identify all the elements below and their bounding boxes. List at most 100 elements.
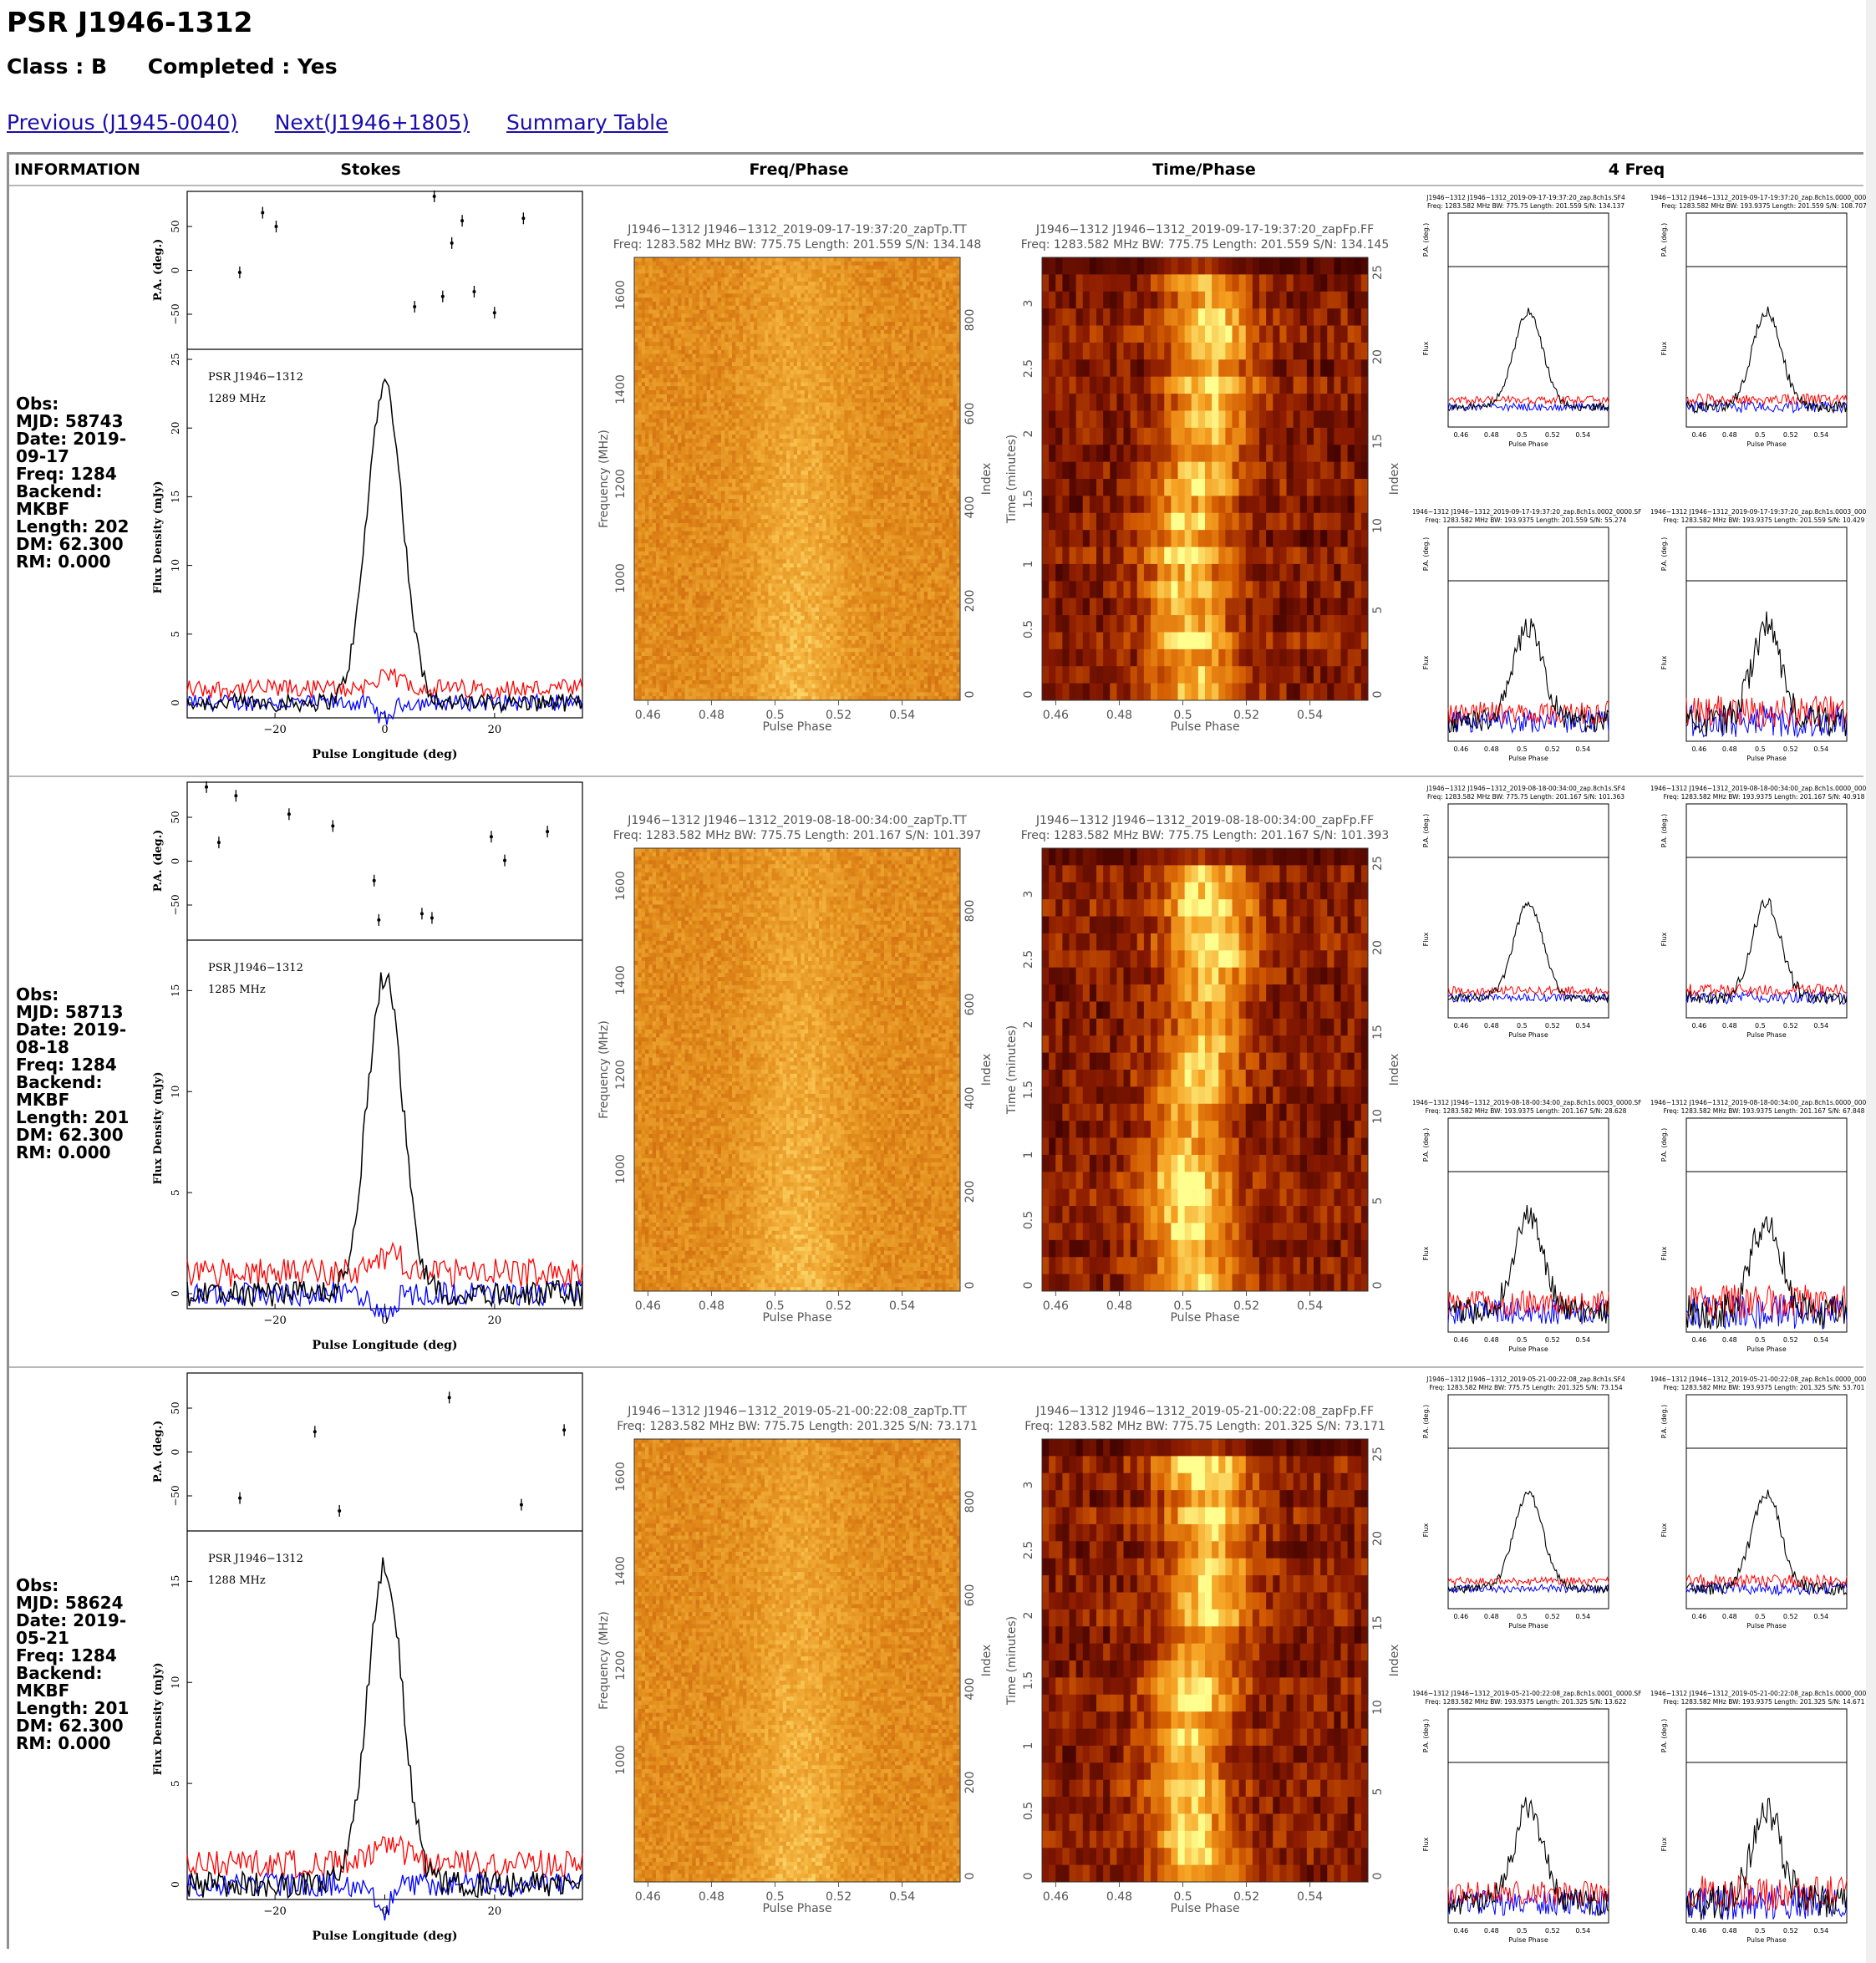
index-axis-label: Index — [980, 1645, 994, 1677]
index-tick-label: 800 — [963, 309, 977, 332]
stokes-psr-label: PSR J1946−1312 — [208, 371, 303, 384]
pa-point — [261, 211, 265, 215]
pa-tick-label: 0 — [170, 267, 181, 274]
pa-point — [237, 271, 241, 275]
small-flux-label: Flux — [1422, 655, 1430, 669]
circular-pol-profile — [186, 1871, 583, 1921]
flux-axis-label: Flux Density (mJy) — [152, 1072, 165, 1185]
index-axis-label: Index — [1388, 1645, 1401, 1677]
longitude-tick-label: 0 — [381, 724, 388, 736]
subband-linear-profile — [1685, 1574, 1848, 1589]
pa-tick-label: −50 — [170, 303, 181, 324]
plot-title: J1946−1312 J1946−1312_2019-05-21-00:22:0… — [627, 1405, 967, 1418]
subband-phase-tick: 0.52 — [1783, 1927, 1798, 1935]
info-backend: Backend: MKBF — [16, 483, 141, 518]
y-tick-label: 1200 — [614, 1650, 628, 1681]
pa-axis-label: P.A. (deg.) — [152, 239, 165, 302]
pa-point — [205, 785, 209, 789]
freq-subband-plot: J1946−1312 J1946−1312_2019-08-18-00:34:0… — [1651, 785, 1876, 1039]
phase-tick-label: 0.52 — [1233, 709, 1259, 722]
subband-linear-profile — [1685, 695, 1848, 728]
heatmap-cells — [1042, 257, 1369, 701]
subband-phase-tick: 0.5 — [1517, 1336, 1528, 1344]
index-tick-label: 20 — [1371, 940, 1385, 955]
info-mjd: MJD: 58624 — [16, 1594, 141, 1612]
pa-axis-label: P.A. (deg.) — [152, 1421, 165, 1483]
flux-tick-label: 25 — [170, 353, 181, 365]
phase-axis-label: Pulse Phase — [762, 1902, 831, 1915]
index-tick-label: 10 — [1371, 518, 1385, 533]
next-link[interactable]: Next(J1946+1805) — [275, 110, 470, 135]
subband-subtitle: Freq: 1283.582 MHz BW: 193.9375 Length: … — [1426, 1107, 1627, 1115]
phase-tick-label: 0.5 — [1173, 1890, 1192, 1904]
index-tick-label: 200 — [963, 1181, 977, 1203]
longitude-tick-label: −20 — [263, 1905, 286, 1918]
flux-axis-label: Flux Density (mJy) — [152, 481, 165, 594]
pa-point — [472, 289, 476, 293]
page-title: PSR J1946-1312 — [7, 5, 253, 40]
subband-subtitle: Freq: 1283.582 MHz BW: 193.9375 Length: … — [1664, 1698, 1865, 1706]
previous-link[interactable]: Previous (J1945-0040) — [7, 110, 238, 135]
summary-table-link[interactable]: Summary Table — [506, 110, 668, 135]
pa-point — [492, 311, 496, 315]
pa-point — [331, 824, 335, 828]
freq-subband-plot: J1946−1312 J1946−1312_2019-09-17-19:37:2… — [1413, 508, 1641, 762]
index-tick-label: 600 — [963, 1584, 977, 1607]
subband-phase-tick: 0.48 — [1722, 1613, 1737, 1620]
subband-phase-tick: 0.54 — [1813, 1022, 1828, 1030]
freq-subband-plot: J1946−1312 J1946−1312_2019-05-21-00:22:0… — [1413, 1690, 1641, 1944]
subband-title: J1946−1312 J1946−1312_2019-09-17-19:37:2… — [1651, 194, 1876, 201]
linear-pol-profile — [186, 1834, 583, 1879]
heatmap-cells — [634, 257, 961, 701]
freq-phase-plot: J1946−1312 J1946−1312_2019-09-17-19:37:2… — [598, 223, 994, 734]
index-tick-label: 25 — [1371, 265, 1385, 280]
plot-subtitle: Freq: 1283.582 MHz BW: 775.75 Length: 20… — [613, 829, 981, 842]
subband-phase-tick: 0.48 — [1484, 1336, 1499, 1344]
info-rm: RM: 0.000 — [16, 553, 141, 571]
small-pa-label: P.A. (deg.) — [1660, 1719, 1668, 1752]
phase-tick-label: 0.46 — [1043, 709, 1069, 722]
subband-phase-tick: 0.54 — [1813, 1336, 1828, 1344]
y-tick-label: 2 — [1022, 1612, 1035, 1620]
header-stokes: Stokes — [143, 155, 598, 185]
index-tick-label: 10 — [1371, 1700, 1385, 1715]
y-tick-label: 2 — [1022, 430, 1035, 438]
y-tick-label: 2.5 — [1022, 359, 1035, 378]
subband-linear-profile — [1447, 394, 1609, 405]
subband-phase-tick: 0.48 — [1722, 1336, 1737, 1344]
heatmap-cells — [634, 848, 961, 1292]
y-tick-label: 0.5 — [1022, 1802, 1035, 1820]
subband-linear-profile — [1447, 1880, 1609, 1906]
y-axis-label: Frequency (MHz) — [598, 1020, 611, 1119]
plot-subtitle: Freq: 1283.582 MHz BW: 775.75 Length: 20… — [613, 238, 981, 252]
info-obs: Obs: — [16, 395, 141, 413]
subband-intensity-profile — [1447, 901, 1609, 1004]
y-axis-label: Time (minutes) — [1006, 1616, 1019, 1706]
pa-tick-label: 0 — [170, 858, 181, 865]
pa-tick-label: 0 — [170, 1449, 181, 1456]
subband-linear-profile — [1447, 1575, 1609, 1587]
phase-tick-label: 0.46 — [635, 709, 661, 722]
index-tick-label: 0 — [963, 1873, 977, 1880]
longitude-tick-label: 20 — [488, 724, 502, 736]
header-freq-phase: Freq/Phase — [598, 155, 999, 185]
stokes-freq-label: 1288 MHz — [208, 1574, 266, 1587]
subband-phase-label: Pulse Phase — [1508, 440, 1548, 448]
pa-tick-label: 50 — [170, 811, 181, 823]
pa-point — [377, 918, 381, 922]
y-axis-label: Time (minutes) — [1006, 435, 1019, 524]
small-pa-label: P.A. (deg.) — [1660, 1405, 1668, 1438]
small-pa-label: P.A. (deg.) — [1422, 1128, 1430, 1162]
pa-point — [313, 1430, 317, 1434]
phase-tick-label: 0.48 — [699, 1890, 724, 1904]
small-flux-label: Flux — [1660, 932, 1668, 946]
vertical-scrollbar[interactable] — [1866, 0, 1876, 1963]
freq-subband-plot: J1946−1312 J1946−1312_2019-05-21-00:22:0… — [1651, 1690, 1876, 1944]
pa-point — [521, 216, 526, 221]
info-freq: Freq: 1284 — [16, 1056, 141, 1074]
subband-subtitle: Freq: 1283.582 MHz BW: 193.9375 Length: … — [1664, 1107, 1865, 1115]
plot-subtitle: Freq: 1283.582 MHz BW: 775.75 Length: 20… — [1021, 238, 1389, 252]
subband-title: J1946−1312 J1946−1312_2019-09-17-19:37:2… — [1426, 194, 1625, 201]
subband-phase-tick: 0.52 — [1783, 745, 1798, 753]
